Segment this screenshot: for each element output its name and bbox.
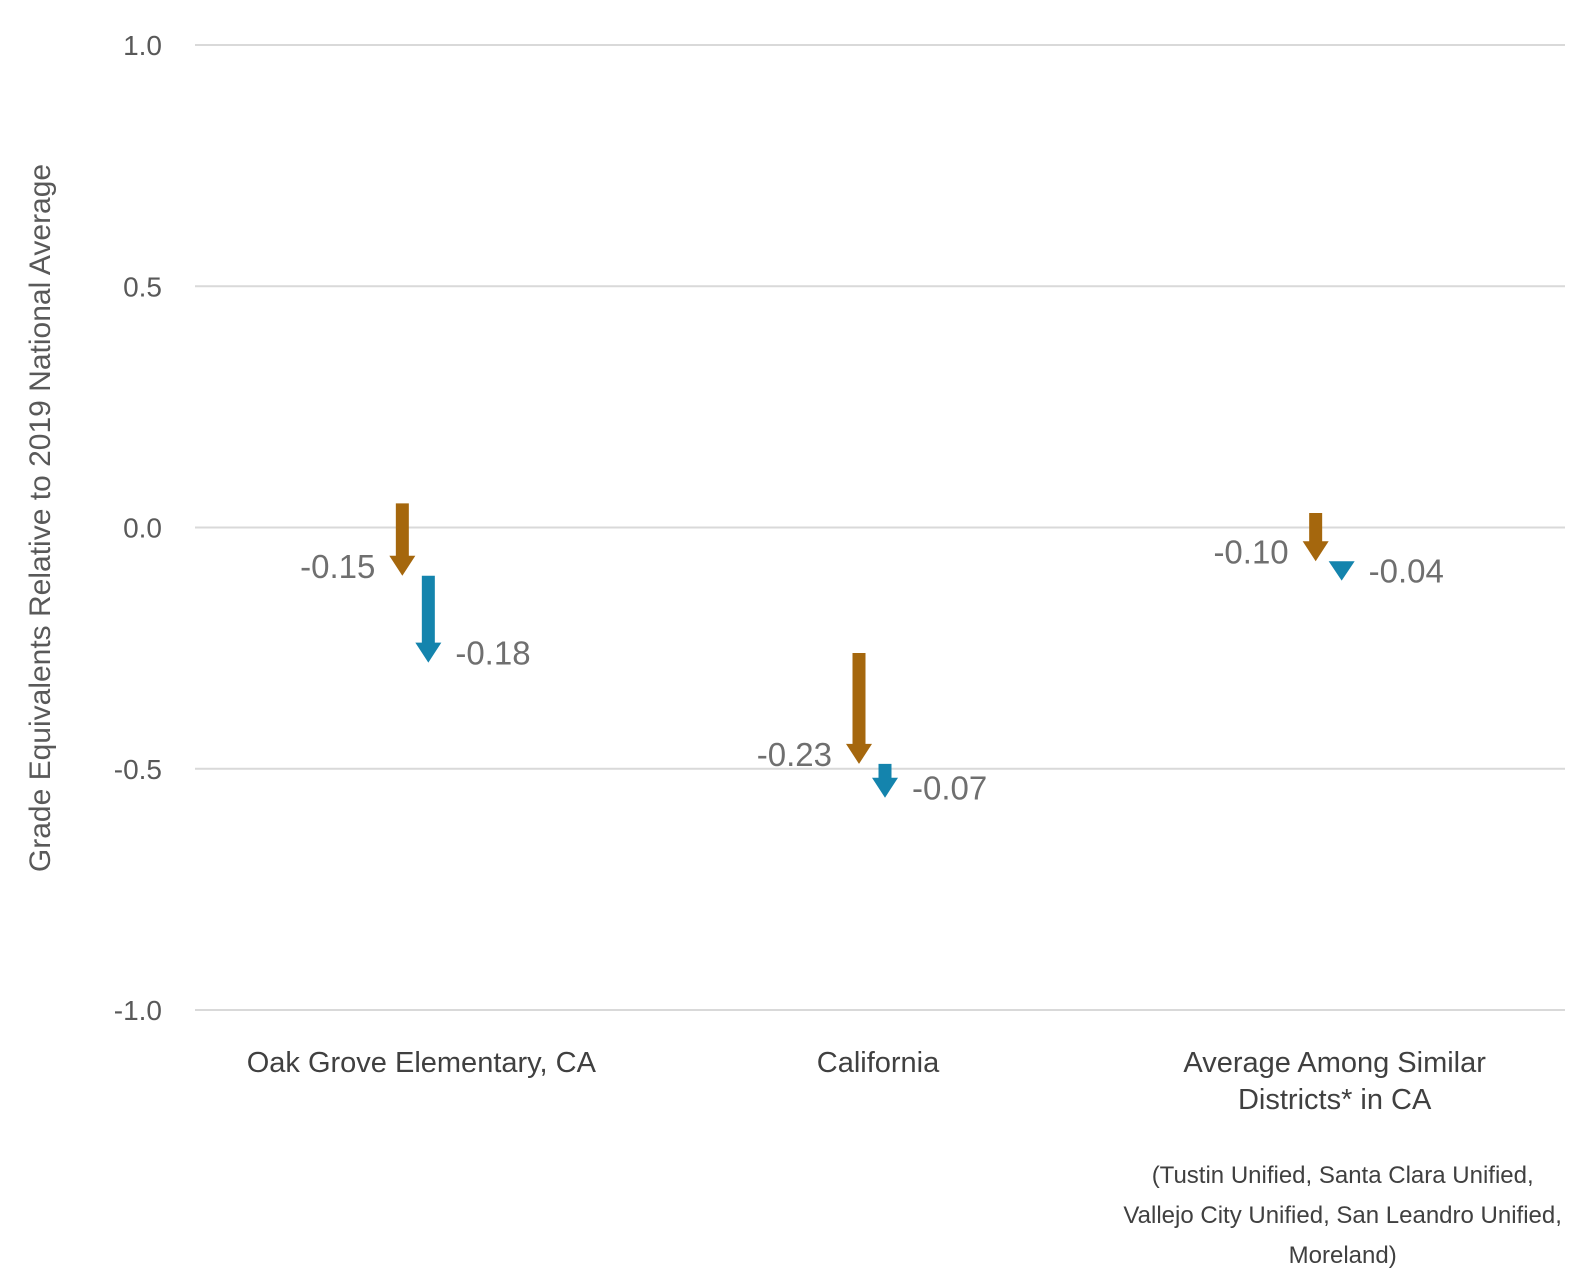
y-tick-label: -1.0 — [114, 995, 162, 1026]
arrow-series2 — [872, 763, 898, 798]
change-label: -0.10 — [1213, 533, 1288, 570]
change-label: -0.07 — [912, 770, 987, 807]
y-tick-label: 0.0 — [123, 513, 162, 544]
arrow-series1 — [846, 652, 872, 764]
category-labels: Oak Grove Elementary, CA California Averag… — [247, 1047, 1562, 1269]
change-label: -0.04 — [1369, 553, 1444, 590]
change-label: -0.15 — [300, 548, 375, 585]
y-axis-ticks: 1.0 0.5 0.0 -0.5 -1.0 — [114, 30, 162, 1026]
category-note: Vallejo City Unified, San Leandro Unifie… — [1123, 1202, 1561, 1229]
y-tick-label: 1.0 — [123, 30, 162, 61]
change-label: -0.18 — [455, 635, 530, 672]
gridlines — [195, 44, 1565, 1011]
arrows: -0.15 -0.18 -0.23 -0.07 -0.10 -0.04 — [300, 503, 1444, 807]
arrow-series1 — [389, 503, 416, 576]
category-label: Average Among Similar — [1183, 1047, 1486, 1079]
y-tick-label: -0.5 — [114, 754, 162, 785]
arrow-series1 — [1302, 513, 1329, 562]
arrow-series2 — [415, 575, 442, 663]
category-note: Moreland) — [1289, 1242, 1397, 1269]
category-label: Oak Grove Elementary, CA — [247, 1047, 597, 1079]
category-label: California — [817, 1047, 940, 1079]
category-label: Districts* in CA — [1238, 1084, 1432, 1116]
y-tick-label: 0.5 — [123, 271, 162, 302]
change-label: -0.23 — [757, 736, 832, 773]
arrow-series2 — [1328, 561, 1355, 581]
category-note: (Tustin Unified, Santa Clara Unified, — [1152, 1162, 1534, 1189]
y-axis-label: Grade Equivalents Relative to 2019 Natio… — [24, 164, 57, 872]
